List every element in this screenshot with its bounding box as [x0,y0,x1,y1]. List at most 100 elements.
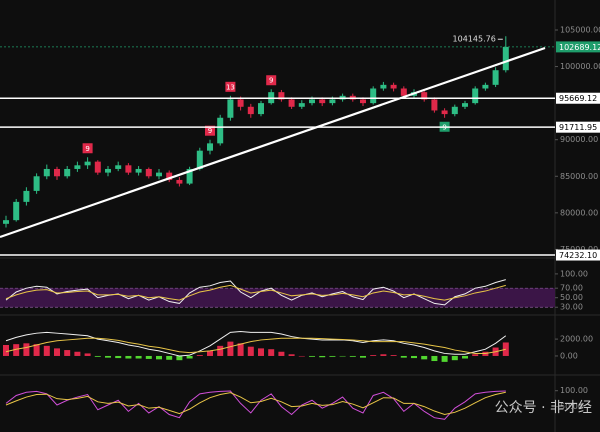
level-label-box [556,121,600,133]
macd-bar [125,355,132,359]
indicator-line [5,279,506,306]
last-price-label: 102689.12 [559,43,600,52]
indicator-line [5,284,506,301]
y-tick-label: 50.00 [560,402,583,411]
macd-bar [400,355,407,358]
td-marker: 9 [85,145,89,153]
candle-body [115,165,122,169]
y-tick-label: 85000.00 [560,172,598,181]
candle-body [237,99,244,107]
macd-bar [227,341,234,356]
candle-body [472,88,479,104]
td-marker-box [82,143,93,154]
candle-body [278,92,285,100]
y-tick-label: 100000.00 [560,62,600,71]
macd-bar [196,355,203,356]
candle-body [329,99,336,104]
macd-bar [421,355,428,360]
y-tick-label: 80000.00 [560,208,598,217]
macd-bar [349,355,356,357]
candle-body [288,99,295,107]
y-tick-label: 30.00 [560,303,583,312]
y-tick-label: 100.00 [560,386,588,395]
y-tick-label: 50.00 [560,293,583,302]
candle-body [258,103,264,115]
candle-body [166,172,173,180]
macd-bar [268,349,275,356]
trend-line [0,46,546,239]
candle-body [54,168,60,177]
macd-bar [3,345,9,356]
candle-body [207,143,213,151]
macd-bar [176,355,183,361]
y-tick-label: 0.00 [560,351,578,360]
macd-bar [298,355,305,357]
candle-body [451,106,458,115]
macd-bar [472,354,479,356]
candle-body [309,99,315,104]
candle-body [492,70,499,85]
candle-body [462,103,468,107]
indicator-line [5,391,506,416]
y-tick-label: 2000.00 [560,335,593,344]
macd-bar [288,354,295,356]
candle-body [421,92,428,100]
td-marker-box [205,125,215,136]
candle-body [125,165,132,173]
candle-body [74,165,81,169]
candle-body [431,99,438,111]
candle-body [502,46,509,71]
macd-bar [186,355,193,359]
td-marker-box [266,75,277,86]
candle-body [217,117,224,144]
candle-body [298,103,305,107]
macd-bar [309,355,315,357]
candle-body [247,106,254,115]
high-annotation: 104145.76 [453,35,496,44]
macd-bar [54,348,60,356]
y-tick-label: 90000.00 [560,135,598,144]
macd-bar [237,343,244,356]
plot-layer: 991399104145.76 [0,35,555,420]
td-marker: 9 [208,127,212,135]
candle-body [94,161,101,173]
y-tick-label: 105000.00 [560,25,600,34]
macd-bar [451,355,458,361]
macd-bar [329,355,336,357]
macd-bar [217,345,224,356]
macd-bar [411,355,417,359]
macd-bar [145,355,152,359]
candle-body [319,99,326,104]
level-label: 74232.10 [559,251,597,260]
macd-bar [13,344,20,356]
macd-bar [23,343,30,356]
macd-bar [319,355,326,358]
macd-bar [207,350,213,356]
macd-bar [441,355,448,362]
y-tick-label: 70.00 [560,284,583,293]
candle-body [84,161,91,166]
candle-body [370,88,377,104]
td-marker: 9 [269,77,273,85]
candle-body [482,84,489,89]
candle-body [360,99,366,104]
macd-bar [115,355,122,359]
macd-bar [247,346,254,356]
candle-body [105,168,111,173]
indicator-line [5,330,507,357]
macd-bar [135,355,142,359]
td-marker-box [225,81,236,92]
level-label-box [556,92,600,104]
macd-bar [258,348,264,356]
y-tick-label: 75000.00 [560,245,598,254]
macd-bar [94,355,101,357]
td-marker: 13 [226,83,235,91]
candle-body [43,168,50,177]
level-label-box [556,249,600,261]
y-tick-label: 100.00 [560,269,588,278]
macd-bar [462,355,468,359]
candle-body [441,110,448,115]
macd-bar [380,354,387,356]
last-price-box [556,41,600,53]
